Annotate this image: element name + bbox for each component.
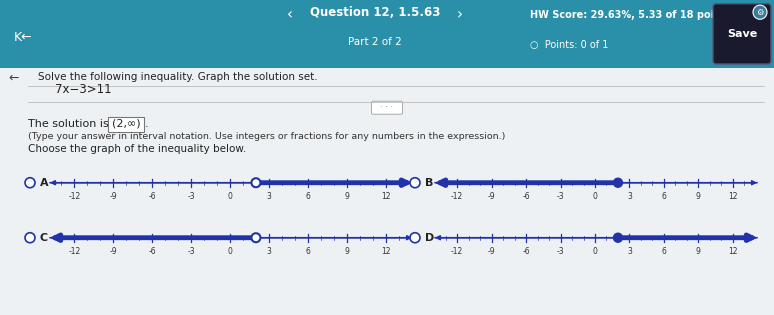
- Text: 7x−3>11: 7x−3>11: [55, 83, 111, 96]
- Text: ›: ›: [457, 7, 463, 22]
- FancyBboxPatch shape: [0, 68, 774, 315]
- Text: -12: -12: [451, 192, 464, 201]
- Text: 3: 3: [627, 247, 632, 256]
- Circle shape: [25, 233, 35, 243]
- Text: HW Score: 29.63%, 5.33 of 18 points: HW Score: 29.63%, 5.33 of 18 points: [530, 10, 731, 20]
- Circle shape: [410, 233, 420, 243]
- Text: 12: 12: [381, 192, 390, 201]
- Text: Part 2 of 2: Part 2 of 2: [348, 37, 402, 47]
- Text: (2,∞): (2,∞): [111, 119, 140, 129]
- Text: -3: -3: [557, 192, 564, 201]
- Text: 3: 3: [266, 247, 272, 256]
- Text: -9: -9: [109, 192, 117, 201]
- Text: -6: -6: [149, 192, 156, 201]
- Text: -6: -6: [522, 247, 530, 256]
- Text: ‹: ‹: [287, 7, 293, 22]
- Circle shape: [410, 178, 420, 188]
- Text: -9: -9: [109, 247, 117, 256]
- Text: 12: 12: [728, 192, 738, 201]
- Text: -6: -6: [149, 247, 156, 256]
- Text: -3: -3: [187, 247, 195, 256]
- Text: D: D: [425, 233, 434, 243]
- Text: -12: -12: [451, 247, 464, 256]
- Text: C: C: [40, 233, 48, 243]
- Text: 3: 3: [627, 192, 632, 201]
- Circle shape: [252, 233, 260, 242]
- Text: 9: 9: [696, 247, 700, 256]
- Text: 0: 0: [593, 247, 598, 256]
- Text: 12: 12: [728, 247, 738, 256]
- Text: -9: -9: [488, 192, 495, 201]
- Text: 6: 6: [662, 192, 666, 201]
- Text: -12: -12: [68, 192, 80, 201]
- Text: A: A: [40, 178, 49, 188]
- Text: 0: 0: [228, 192, 232, 201]
- Text: -12: -12: [68, 247, 80, 256]
- Text: 9: 9: [696, 192, 700, 201]
- Text: B: B: [425, 178, 433, 188]
- Circle shape: [753, 5, 767, 19]
- Text: K←: K←: [14, 31, 33, 44]
- Text: 0: 0: [228, 247, 232, 256]
- Text: 12: 12: [381, 247, 390, 256]
- Circle shape: [252, 178, 260, 187]
- Circle shape: [25, 178, 35, 188]
- Text: · · ·: · · ·: [381, 103, 393, 112]
- Text: -3: -3: [557, 247, 564, 256]
- Circle shape: [614, 233, 622, 242]
- Text: ←: ←: [9, 71, 19, 84]
- Text: -9: -9: [488, 247, 495, 256]
- Text: ⚙: ⚙: [756, 8, 764, 17]
- Text: 6: 6: [305, 192, 310, 201]
- Text: -6: -6: [522, 192, 530, 201]
- Text: 9: 9: [344, 192, 349, 201]
- Text: Solve the following inequality. Graph the solution set.: Solve the following inequality. Graph th…: [38, 72, 317, 82]
- Text: Question 12, 1.5.63: Question 12, 1.5.63: [310, 6, 440, 19]
- Text: (Type your answer in interval notation. Use integers or fractions for any number: (Type your answer in interval notation. …: [28, 132, 505, 141]
- Text: -3: -3: [187, 192, 195, 201]
- Text: 9: 9: [344, 247, 349, 256]
- Text: 3: 3: [266, 192, 272, 201]
- Text: Choose the graph of the inequality below.: Choose the graph of the inequality below…: [28, 144, 246, 154]
- FancyBboxPatch shape: [372, 101, 402, 114]
- Text: ○  Points: 0 of 1: ○ Points: 0 of 1: [530, 40, 608, 50]
- Circle shape: [614, 178, 622, 187]
- Text: The solution is: The solution is: [28, 119, 112, 129]
- Text: 0: 0: [593, 192, 598, 201]
- Text: 6: 6: [662, 247, 666, 256]
- Text: 6: 6: [305, 247, 310, 256]
- Text: Save: Save: [727, 29, 757, 39]
- FancyBboxPatch shape: [713, 4, 771, 64]
- Text: .: .: [145, 119, 149, 129]
- FancyBboxPatch shape: [108, 117, 144, 132]
